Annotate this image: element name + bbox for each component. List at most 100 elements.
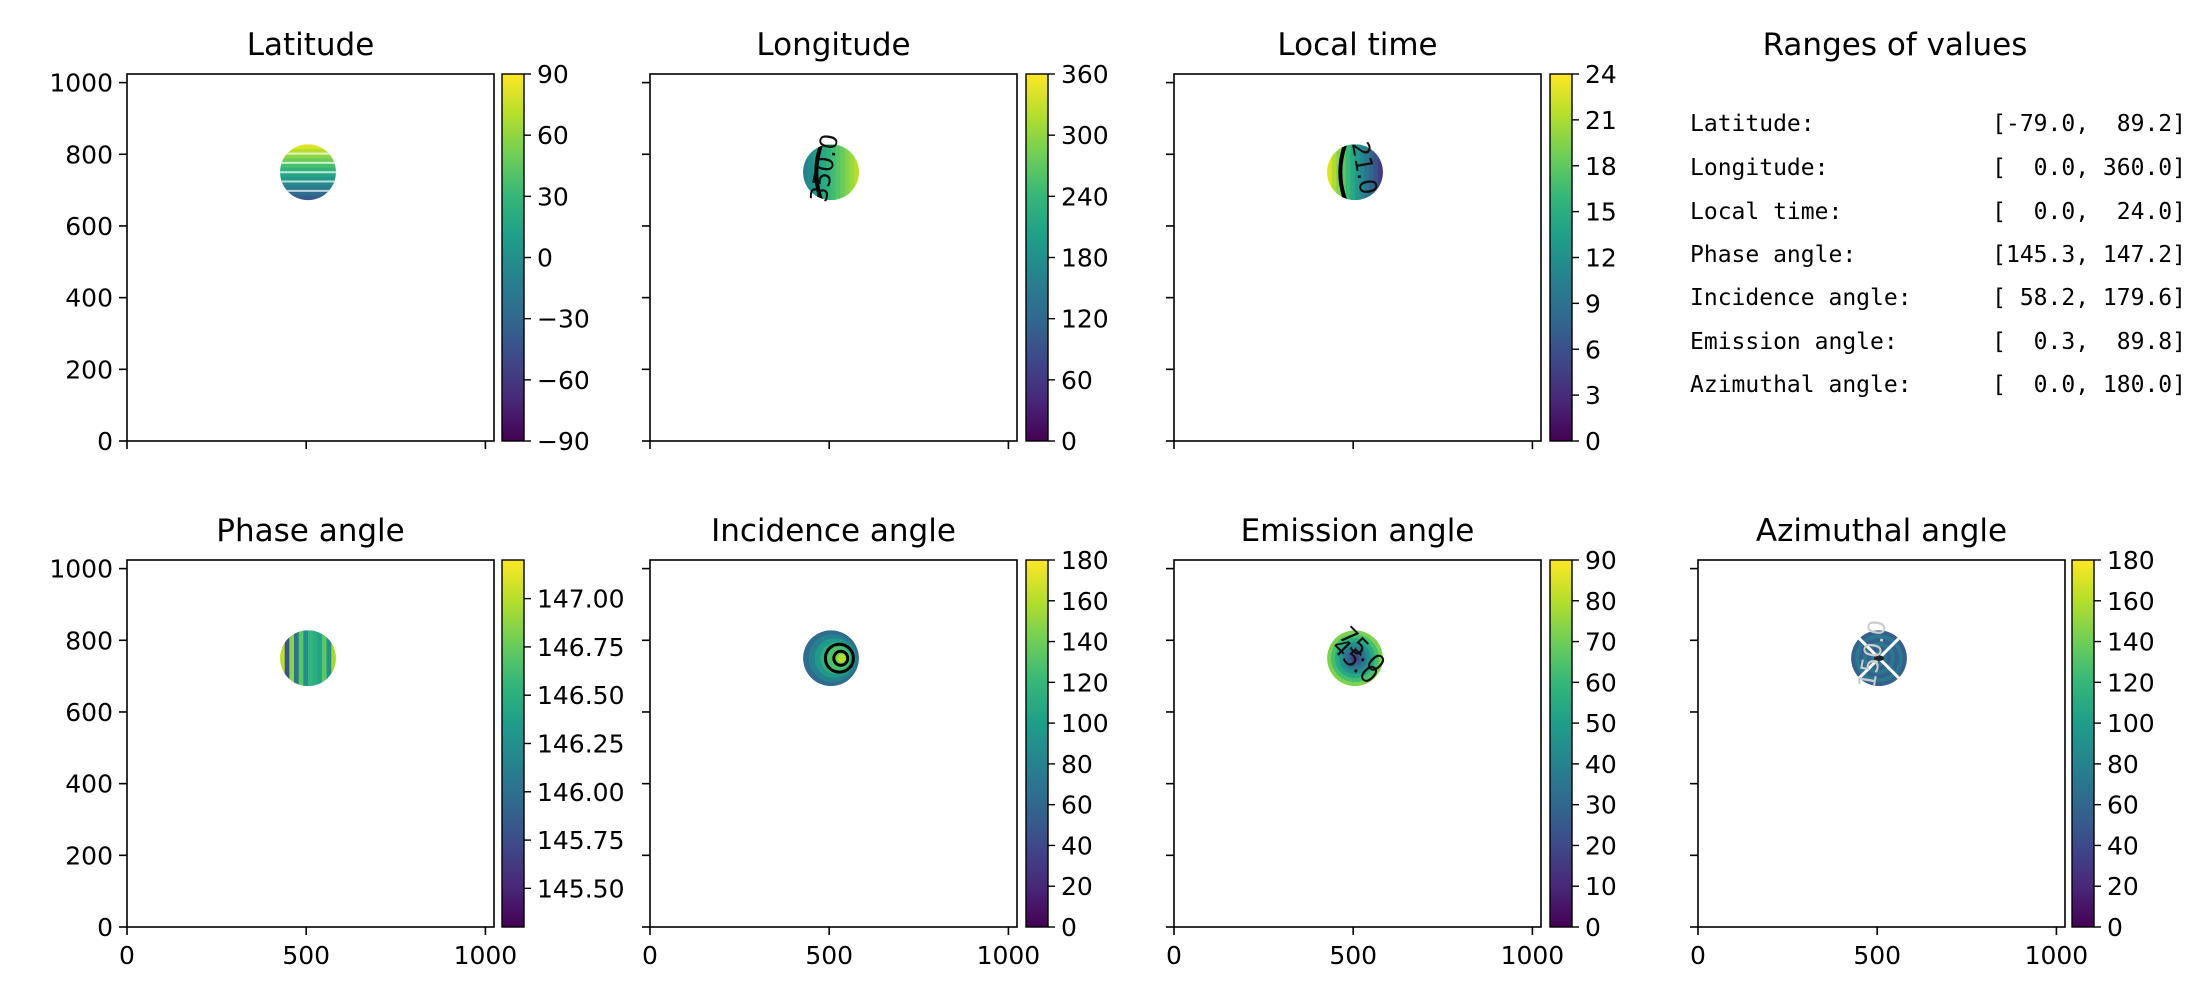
x-tick-label: 1000 xyxy=(454,941,518,970)
phase-stripe xyxy=(307,630,314,687)
range-label-phase-angle: Phase angle: xyxy=(1690,242,1856,268)
latitude-band xyxy=(280,148,336,155)
colorbar xyxy=(501,559,525,928)
colorbar xyxy=(1025,559,1049,928)
latitude-band xyxy=(280,190,336,196)
latitude-band xyxy=(280,158,336,164)
colorbar-tick-label: 80 xyxy=(2107,750,2139,779)
x-tick-label: 1000 xyxy=(977,941,1041,970)
colorbar-tick-label: 21 xyxy=(1585,106,1617,135)
contour-line xyxy=(832,649,850,667)
disc-band xyxy=(1359,144,1365,201)
y-tick-label: 0 xyxy=(97,913,113,942)
colorbar-tick-label: 146.25 xyxy=(537,730,624,759)
colorbar-tick-label: 145.75 xyxy=(537,826,624,855)
planet-disc xyxy=(803,630,859,687)
colorbar-tick-label: −90 xyxy=(537,427,590,456)
colorbar-tick-label: 180 xyxy=(1061,244,1109,273)
colorbar-tick-label: 15 xyxy=(1585,198,1617,227)
y-tick-label: 0 xyxy=(97,427,113,456)
disc-ring xyxy=(837,654,846,663)
colorbar-tick-label: 120 xyxy=(2107,668,2155,697)
range-label-azimuthal-angle: Azimuthal angle: xyxy=(1690,372,1912,398)
planet-disc xyxy=(1327,144,1383,201)
phase-stripe xyxy=(289,630,295,687)
planet-disc xyxy=(1327,630,1383,687)
range-label-emission-angle: Emission angle: xyxy=(1690,329,1898,355)
disc-band xyxy=(803,144,809,201)
range-value-azimuthal-angle: [ 0.0, 180.0] xyxy=(1992,372,2186,398)
disc-band xyxy=(830,144,837,201)
colorbar-tick-label: 0 xyxy=(537,244,553,273)
range-value-incidence-angle: [ 58.2, 179.6] xyxy=(1992,285,2186,311)
x-tick-label: 0 xyxy=(642,941,658,970)
disc-band xyxy=(1378,144,1383,201)
panel-title: Phase angle xyxy=(216,513,404,549)
planet-disc xyxy=(803,144,859,201)
disc-band xyxy=(821,144,827,201)
range-label-incidence-angle: Incidence angle: xyxy=(1690,285,1912,311)
disc-band xyxy=(1354,144,1361,201)
colorbar-tick-label: 24 xyxy=(1585,60,1617,89)
y-tick-label: 600 xyxy=(65,212,113,241)
latitude-band xyxy=(280,167,336,173)
disc-band xyxy=(849,144,855,201)
colorbar-tick-label: 0 xyxy=(1061,913,1077,942)
axes-frame xyxy=(1697,559,2066,928)
range-value-phase-angle: [145.3, 147.2] xyxy=(1992,242,2186,268)
planet-disc xyxy=(280,630,336,687)
axes-frame xyxy=(649,559,1018,928)
colorbar-tick-label: 12 xyxy=(1585,244,1617,273)
colorbar-tick-label: 100 xyxy=(2107,709,2155,738)
phase-stripe xyxy=(321,630,328,687)
colorbar-tick-label: 146.50 xyxy=(537,681,624,710)
latitude-band xyxy=(280,153,336,159)
ranges-of-values-panel: Ranges of values Latitude: [-79.0, 89.2]… xyxy=(1690,27,2186,398)
colorbar-tick-label: −60 xyxy=(537,366,590,395)
colorbar-tick-label: 0 xyxy=(1585,913,1601,942)
colorbar-tick-label: 100 xyxy=(1061,709,1109,738)
x-tick-label: 1000 xyxy=(2025,941,2089,970)
colorbar-tick-label: 60 xyxy=(1585,668,1617,697)
panel-title: Incidence angle xyxy=(711,513,956,549)
panel-title: Longitude xyxy=(756,27,910,63)
y-tick-label: 600 xyxy=(65,698,113,727)
y-tick-label: 1000 xyxy=(49,69,113,98)
x-tick-label: 500 xyxy=(282,941,330,970)
x-tick-label: 1000 xyxy=(1501,941,1565,970)
colorbar-tick-label: 50 xyxy=(1585,709,1617,738)
latitude-band xyxy=(280,186,336,192)
colorbar-tick-label: 3 xyxy=(1585,381,1601,410)
range-label-local-time: Local time: xyxy=(1690,199,1842,225)
colorbar-tick-label: 160 xyxy=(2107,587,2155,616)
panel-title: Emission angle xyxy=(1241,513,1475,549)
y-tick-label: 800 xyxy=(65,140,113,169)
range-value-emission-angle: [ 0.3, 89.8] xyxy=(1992,329,2186,355)
colorbar-tick-label: 10 xyxy=(1585,872,1617,901)
latitude-band xyxy=(280,176,336,183)
colorbar-tick-label: 180 xyxy=(2107,546,2155,575)
colorbar-tick-label: 9 xyxy=(1585,289,1601,318)
panel-title: Latitude xyxy=(247,27,375,63)
latitude-band xyxy=(280,195,336,201)
colorbar-tick-label: 18 xyxy=(1585,152,1617,181)
colorbar-tick-label: 146.75 xyxy=(537,633,624,662)
colorbar xyxy=(501,73,525,442)
colorbar xyxy=(2071,559,2095,928)
disc-band xyxy=(835,144,841,201)
disc-band xyxy=(1331,144,1337,201)
colorbar-tick-label: 360 xyxy=(1061,60,1109,89)
colorbar-tick-label: 90 xyxy=(537,60,569,89)
disc-band xyxy=(1368,144,1375,201)
colorbar-tick-label: 0 xyxy=(1061,427,1077,456)
colorbar-tick-label: 0 xyxy=(2107,913,2123,942)
planet-disc xyxy=(280,144,336,201)
disc-band xyxy=(1345,144,1351,201)
colorbar-tick-label: 180 xyxy=(1061,546,1109,575)
colorbar-tick-label: 140 xyxy=(1061,628,1109,657)
colorbar-tick-label: 120 xyxy=(1061,668,1109,697)
disc-band xyxy=(854,144,859,201)
